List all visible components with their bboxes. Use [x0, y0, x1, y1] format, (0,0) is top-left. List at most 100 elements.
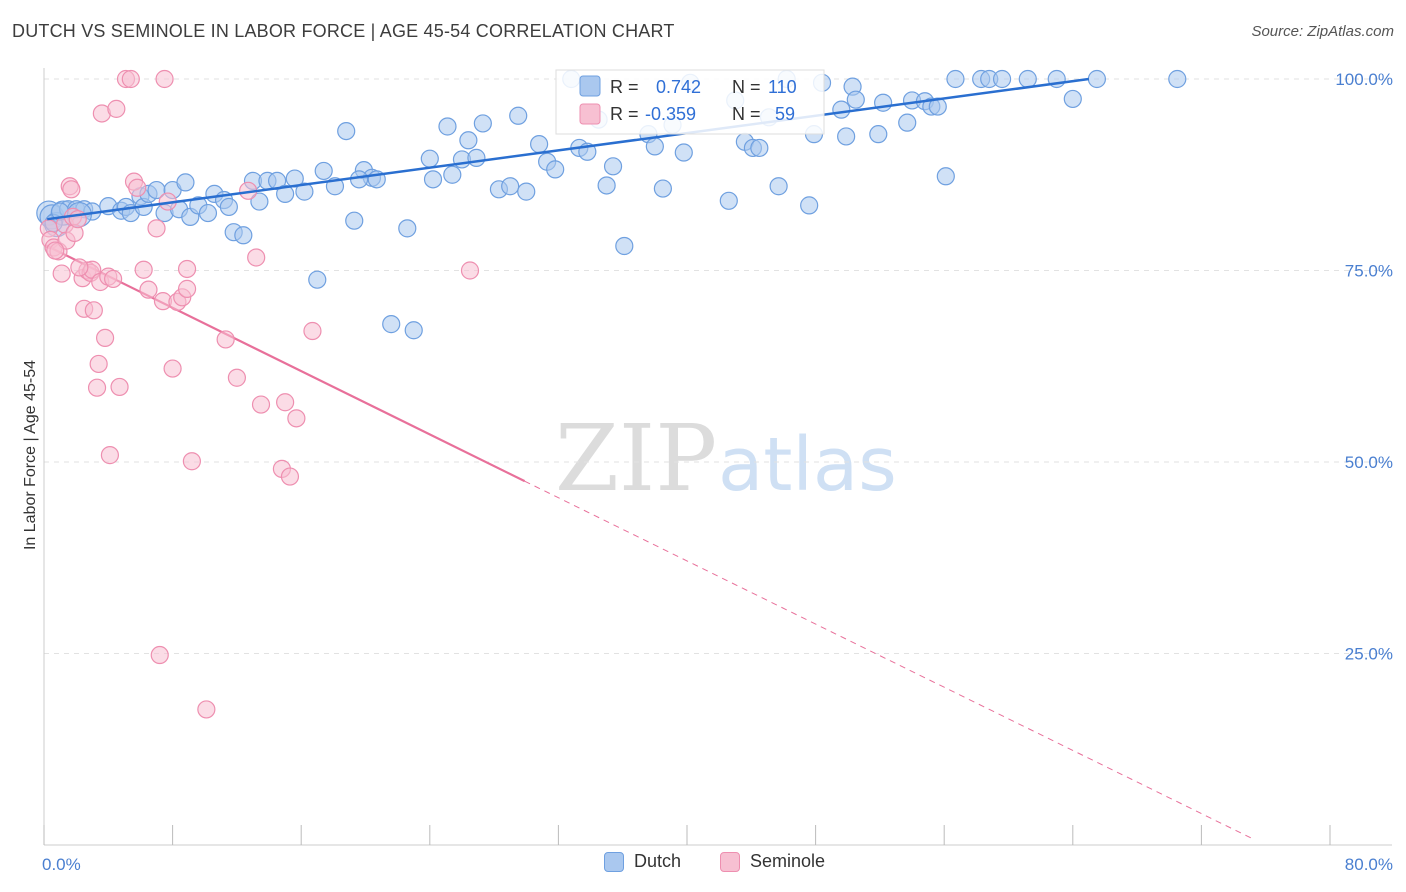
seminole-point — [87, 378, 107, 397]
seminole-point — [52, 264, 71, 283]
dutch-point — [597, 176, 616, 195]
seminole-point — [46, 241, 65, 260]
dutch-point — [1018, 69, 1037, 89]
dutch-point — [898, 113, 917, 132]
dutch-point — [443, 165, 462, 184]
legend-item-seminole: Seminole — [720, 851, 825, 872]
seminole-point — [177, 279, 197, 298]
seminole-point — [280, 467, 300, 486]
dutch-point — [276, 184, 295, 203]
y-tick-label: 25.0% — [1345, 645, 1393, 664]
seminole-point — [147, 219, 166, 238]
legend-item-dutch: Dutch — [604, 851, 681, 872]
dutch-point — [719, 191, 738, 210]
dutch-point — [314, 161, 333, 181]
seminole-trend-solid — [45, 244, 526, 483]
dutch-point — [645, 137, 664, 156]
dutch-point — [467, 148, 486, 167]
legend-seminole-n-label: N = — [732, 104, 761, 124]
legend-dutch-label: Dutch — [634, 851, 682, 871]
seminole-point — [182, 452, 201, 471]
dutch-point — [800, 196, 819, 215]
seminole-point — [84, 301, 103, 320]
seminole-point — [251, 395, 271, 414]
watermark-atlas: atlas — [718, 422, 897, 508]
dutch-point — [459, 131, 478, 150]
seminole-swatch-icon — [720, 851, 740, 872]
dutch-point — [420, 149, 439, 168]
seminole-point — [104, 269, 123, 289]
legend-dutch-n-label: N = — [732, 77, 761, 97]
seminole-point — [134, 260, 153, 279]
dutch-point — [501, 177, 520, 196]
dutch-point — [517, 182, 536, 201]
correlation-legend: R = 0.742 N = 110 R = -0.359 N = 59 — [555, 69, 825, 135]
seminole-point — [100, 446, 120, 465]
dutch-point — [846, 90, 865, 109]
dutch-point — [653, 179, 672, 198]
legend-seminole-n-value: 59 — [775, 104, 795, 124]
seminole-point — [128, 178, 147, 197]
legend-seminole-r-value: -0.359 — [645, 104, 696, 124]
seminole-point — [89, 354, 108, 374]
dutch-point — [1063, 89, 1082, 109]
seminole-point — [110, 377, 129, 397]
legend-dutch-r-value: 0.742 — [656, 77, 701, 97]
seminole-point — [139, 280, 158, 299]
seminole-point — [303, 321, 322, 341]
dutch-point — [250, 192, 269, 211]
dutch-point — [869, 125, 888, 144]
dutch-point — [530, 135, 549, 154]
seminole-point — [150, 645, 169, 665]
legend-seminole-swatch — [579, 103, 601, 125]
dutch-point — [337, 121, 356, 141]
gridlines — [44, 78, 1392, 654]
x-tick-label: 80.0% — [1345, 855, 1393, 874]
dutch-point — [769, 177, 788, 196]
dutch-trend-solid — [47, 77, 1090, 221]
dutch-point — [398, 219, 417, 238]
dutch-point — [832, 100, 851, 119]
seminole-point — [197, 700, 216, 719]
chart-title: DUTCH VS SEMINOLE IN LABOR FORCE | AGE 4… — [12, 21, 675, 41]
seminole-point — [276, 393, 295, 412]
dutch-point — [219, 197, 238, 217]
dutch-point — [1087, 69, 1107, 89]
dutch-point — [936, 167, 955, 186]
y-tick-label: 50.0% — [1345, 453, 1393, 472]
dutch-point — [345, 211, 364, 230]
dutch-point — [198, 203, 218, 223]
dutch-point — [176, 173, 195, 192]
y-tick-labels: 100.0% 75.0% 50.0% 25.0% — [1335, 70, 1393, 664]
dutch-point — [295, 182, 314, 201]
seminole-points — [39, 69, 480, 719]
y-tick-label: 100.0% — [1335, 70, 1393, 89]
legend-seminole-label: Seminole — [750, 851, 826, 871]
y-tick-label: 75.0% — [1345, 262, 1393, 281]
dutch-point — [992, 69, 1012, 89]
seminole-point — [95, 328, 115, 348]
seminole-trend-dashed — [524, 480, 1255, 841]
watermark: ZIP atlas — [555, 405, 897, 512]
legend-box — [555, 69, 825, 135]
x-tick-label: 0.0% — [42, 855, 81, 874]
legend-seminole-r-label: R = — [610, 104, 639, 124]
dutch-point — [423, 170, 443, 189]
seminole-trend-line — [45, 244, 1255, 841]
dutch-point — [473, 114, 492, 133]
dutch-point — [509, 106, 528, 125]
series-legend: Dutch Seminole — [0, 851, 1406, 877]
dutch-point — [615, 236, 634, 256]
legend-dutch-r-label: R = — [610, 77, 639, 97]
dutch-point — [603, 157, 623, 176]
seminole-point — [155, 69, 174, 89]
dutch-point — [349, 170, 369, 189]
axes — [43, 68, 1392, 846]
dutch-trend-line — [47, 77, 1090, 221]
dutch-swatch-icon — [604, 851, 624, 872]
dutch-point — [308, 270, 327, 289]
seminole-point — [247, 248, 266, 267]
dutch-point — [837, 127, 856, 146]
seminole-point — [70, 258, 89, 277]
